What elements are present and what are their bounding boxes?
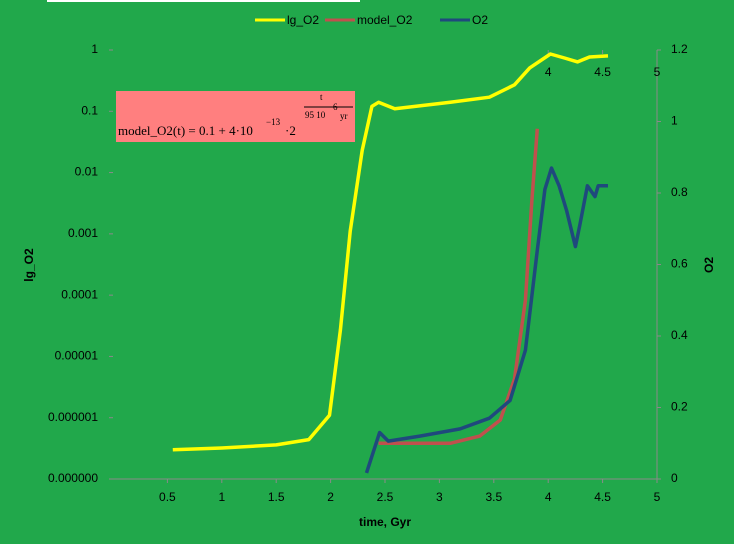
y2-tick-label: 1 (671, 114, 678, 128)
x2-tick-label: 4.5 (594, 65, 611, 79)
legend-label: model_O2 (357, 13, 413, 27)
x-tick-label: 0.5 (159, 490, 176, 504)
formula: yr (340, 111, 348, 121)
formula: 6 (333, 102, 338, 112)
y-tick-label: 0.001 (68, 226, 98, 240)
y2-tick-label: 0 (671, 471, 678, 485)
x-tick-label: 3 (436, 490, 443, 504)
formula-box (116, 91, 355, 142)
y2-tick-label: 0.4 (671, 328, 688, 342)
x-tick-label: 1.5 (268, 490, 285, 504)
series-line (364, 166, 608, 474)
y-tick-label: 0.00001 (55, 349, 99, 363)
x2-tick-label: 5 (654, 65, 661, 79)
formula: model_O2(t) = 0.1 + 4·10 (118, 123, 253, 138)
y2-tick-label: 0.8 (671, 185, 688, 199)
series-line (378, 128, 540, 446)
top-strip (47, 0, 360, 2)
x-tick-label: 3.5 (485, 490, 502, 504)
x-axis-title: time, Gyr (359, 515, 411, 529)
x-tick-label: 4 (545, 490, 552, 504)
y2-tick-label: 0.2 (671, 400, 688, 414)
y2-tick-label: 1.2 (671, 42, 688, 56)
formula: 95 10 (305, 110, 326, 120)
y-tick-label: 0.000000 (48, 471, 98, 485)
y-tick-label: 0.01 (75, 165, 99, 179)
legend-label: lg_O2 (287, 13, 319, 27)
legend-label: O2 (472, 13, 488, 27)
y-tick-label: 1 (91, 42, 98, 56)
formula: t (320, 92, 323, 102)
x-tick-label: 1 (218, 490, 225, 504)
x-tick-label: 5 (654, 490, 661, 504)
formula: −13 (266, 117, 281, 127)
x-tick-label: 2.5 (377, 490, 394, 504)
y-tick-label: 0.000001 (48, 410, 98, 424)
x-tick-label: 4.5 (594, 490, 611, 504)
y2-axis-title: O2 (702, 257, 716, 273)
y-axis-title: lg_O2 (22, 248, 36, 282)
y2-tick-label: 0.6 (671, 257, 688, 271)
formula: ·2 (285, 123, 296, 138)
y-tick-label: 0.0001 (61, 287, 98, 301)
x2-tick-label: 4 (545, 65, 552, 79)
x-tick-label: 2 (327, 490, 334, 504)
series-line (172, 52, 609, 452)
y-tick-label: 0.1 (81, 103, 98, 117)
